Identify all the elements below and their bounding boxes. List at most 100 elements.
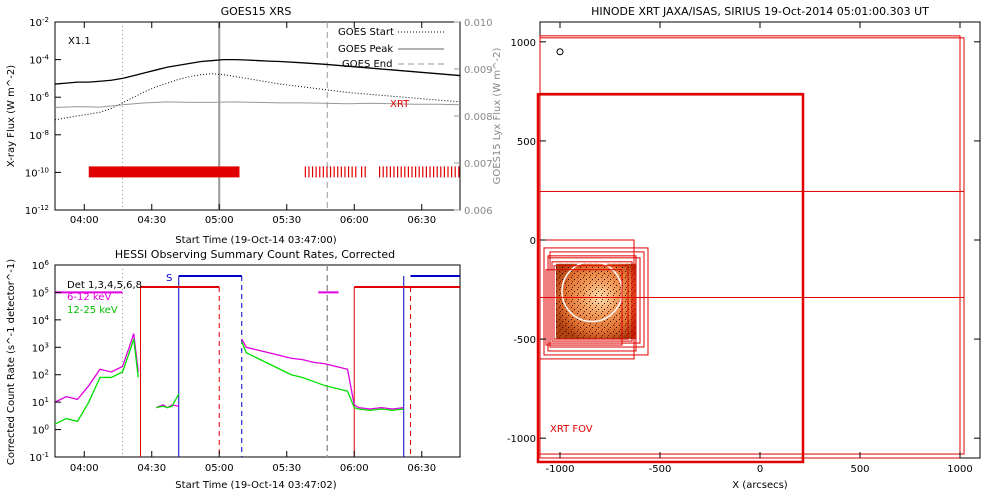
rhessi-ytick-label: 100 bbox=[32, 424, 49, 437]
xrt-coverage-tick bbox=[425, 166, 427, 178]
goes-ytick-label: 10-4 bbox=[29, 54, 49, 67]
xrt-coverage-tick bbox=[451, 166, 453, 178]
goes-ylabel-right: GOES15 Lyx Flux (W m^-2) bbox=[492, 48, 503, 185]
rhessi-xtick-label: 06:00 bbox=[340, 463, 369, 474]
xrt-coverage-tick bbox=[458, 166, 460, 178]
rhessi-plot-frame bbox=[54, 264, 461, 458]
xrt-coverage-tick bbox=[333, 166, 335, 178]
xrt-coverage-tick bbox=[361, 166, 363, 178]
fov-box bbox=[547, 257, 641, 344]
rhessi-ytick-label: 10-1 bbox=[29, 451, 49, 464]
xrt-coverage-tick bbox=[407, 166, 409, 178]
legend-goes-end: GOES End bbox=[342, 59, 392, 70]
goes-series-2 bbox=[54, 101, 461, 109]
xrt-coverage-tick bbox=[326, 166, 328, 178]
xrt-ytick-label: 500 bbox=[517, 137, 536, 148]
rhessi-xtick-label: 04:00 bbox=[70, 463, 99, 474]
xrt-coverage-tick bbox=[443, 166, 445, 178]
xrt-axes: -1000 -500 0 500 1000 -1000 -500 0 500 1000 bbox=[507, 22, 980, 475]
goes-panel: GOES15 XRS 04:00 04:30 05:00 05:30 06:00 06:3… bbox=[6, 5, 503, 246]
xrt-xtick-label: 1000 bbox=[947, 464, 972, 475]
xrt-image-noise bbox=[556, 263, 636, 340]
rhessi-saa-label: S bbox=[166, 273, 172, 284]
goes-legend: GOES Start GOES Peak GOES End bbox=[338, 27, 444, 70]
xrt-ytick-label: 0 bbox=[530, 236, 536, 247]
xrt-coverage-tick bbox=[382, 166, 384, 178]
xrt-coverage-tick bbox=[322, 166, 324, 178]
xrt-coverage-tick bbox=[454, 166, 456, 178]
xrt-coverage-tick bbox=[379, 166, 381, 178]
xrt-coverage-tick bbox=[319, 166, 321, 178]
goes-flare-class: X1.1 bbox=[68, 36, 91, 47]
marker-circle bbox=[556, 48, 564, 56]
xrt-coverage-tick bbox=[344, 166, 346, 178]
xrt-xtick-label: -1000 bbox=[545, 464, 574, 475]
rhessi-title: HESSI Observing Summary Count Rates, Cor… bbox=[115, 248, 395, 261]
xrt-panel: HINODE XRT JAXA/ISAS, SIRIUS 19-Oct-2014… bbox=[507, 5, 981, 491]
rhessi-xtick-label: 06:30 bbox=[407, 463, 436, 474]
xrt-xtick-label: -500 bbox=[649, 464, 672, 475]
xrt-coverage-bar bbox=[88, 166, 240, 178]
xrt-coverage-tick bbox=[393, 166, 395, 178]
goes-xrt-label: XRT bbox=[390, 99, 410, 110]
fov-box bbox=[539, 239, 635, 360]
goes-ytick-label: 10-8 bbox=[29, 129, 49, 142]
goes-rtick-label: 0.009 bbox=[464, 65, 493, 76]
rhessi-data bbox=[54, 265, 460, 457]
rhessi-ytick-label: 103 bbox=[32, 341, 49, 354]
goes-ylabel: X-ray Flux (W m^-2) bbox=[6, 65, 17, 167]
rhessi-series-1 bbox=[54, 338, 139, 425]
goes-xtick-label: 06:30 bbox=[407, 215, 436, 226]
xrt-coverage-tick bbox=[433, 166, 435, 178]
goes-series-1 bbox=[54, 73, 461, 121]
goes-rtick-label: 0.008 bbox=[464, 112, 493, 123]
xrt-coverage-tick bbox=[389, 166, 391, 178]
goes-axes: 04:00 04:30 05:00 05:30 06:00 06:30 10-12 10-10… bbox=[25, 16, 493, 226]
xrt-coverage-tick bbox=[308, 166, 310, 178]
xrt-ytick-label: -500 bbox=[513, 335, 536, 346]
rhessi-series-0 bbox=[241, 338, 404, 410]
xrt-xlabel: X (arcsecs) bbox=[732, 480, 788, 491]
rhessi-legend: Det 1,3,4,5,6,8 6-12 keV 12-25 keV bbox=[67, 280, 142, 316]
goes-ytick-label: 10-2 bbox=[29, 16, 49, 29]
rhessi-ylabel: Corrected Count Rate (s^-1 detector^-1) bbox=[6, 259, 17, 465]
xrt-coverage-tick bbox=[340, 166, 342, 178]
rhessi-axes: 04:00 04:30 05:00 05:30 06:00 06:30 10-1 100 101… bbox=[29, 259, 436, 474]
rhessi-ytick-label: 106 bbox=[32, 259, 50, 272]
xrt-coverage-tick bbox=[364, 166, 366, 178]
xrt-coverage-tick bbox=[447, 166, 449, 178]
xrt-coverage-tick bbox=[397, 166, 399, 178]
xrt-fov-boxes bbox=[536, 35, 965, 464]
xrt-coverage-tick bbox=[415, 166, 417, 178]
rhessi-ytick-label: 105 bbox=[32, 286, 49, 299]
goes-ytick-label: 10-12 bbox=[25, 204, 49, 217]
rhessi-ytick-label: 104 bbox=[32, 314, 50, 327]
goes-title: GOES15 XRS bbox=[221, 5, 292, 18]
goes-ytick-label: 10-6 bbox=[29, 91, 49, 104]
xrt-coverage-tick bbox=[337, 166, 339, 178]
xrt-xtick-label: 0 bbox=[757, 464, 763, 475]
rhessi-series-1 bbox=[241, 341, 404, 412]
goes-xtick-label: 04:30 bbox=[137, 215, 166, 226]
legend-6-12: 6-12 keV bbox=[67, 292, 111, 303]
legend-goes-peak: GOES Peak bbox=[338, 44, 393, 55]
rhessi-xlabel: Start Time (19-Oct-14 03:47:02) bbox=[175, 480, 336, 491]
fov-box bbox=[543, 247, 649, 356]
goes-data bbox=[54, 22, 461, 210]
legend-det: Det 1,3,4,5,6,8 bbox=[67, 280, 142, 291]
legend-goes-start: GOES Start bbox=[338, 27, 394, 38]
xrt-coverage-tick bbox=[351, 166, 353, 178]
goes-series-0 bbox=[54, 58, 461, 85]
xrt-coverage-tick bbox=[347, 166, 350, 178]
xrt-coverage-tick bbox=[429, 166, 431, 178]
xrt-coverage-tick bbox=[329, 166, 332, 178]
goes-xtick-label: 05:30 bbox=[272, 215, 301, 226]
xrt-coverage-tick bbox=[304, 166, 306, 178]
xrt-coverage-tick bbox=[422, 166, 424, 178]
legend-12-25: 12-25 keV bbox=[67, 305, 118, 316]
fov-box bbox=[545, 269, 623, 346]
rhessi-panel: HESSI Observing Summary Count Rates, Cor… bbox=[6, 248, 461, 491]
xrt-ytick-label: 1000 bbox=[511, 38, 536, 49]
xrt-solar-image bbox=[556, 48, 636, 340]
